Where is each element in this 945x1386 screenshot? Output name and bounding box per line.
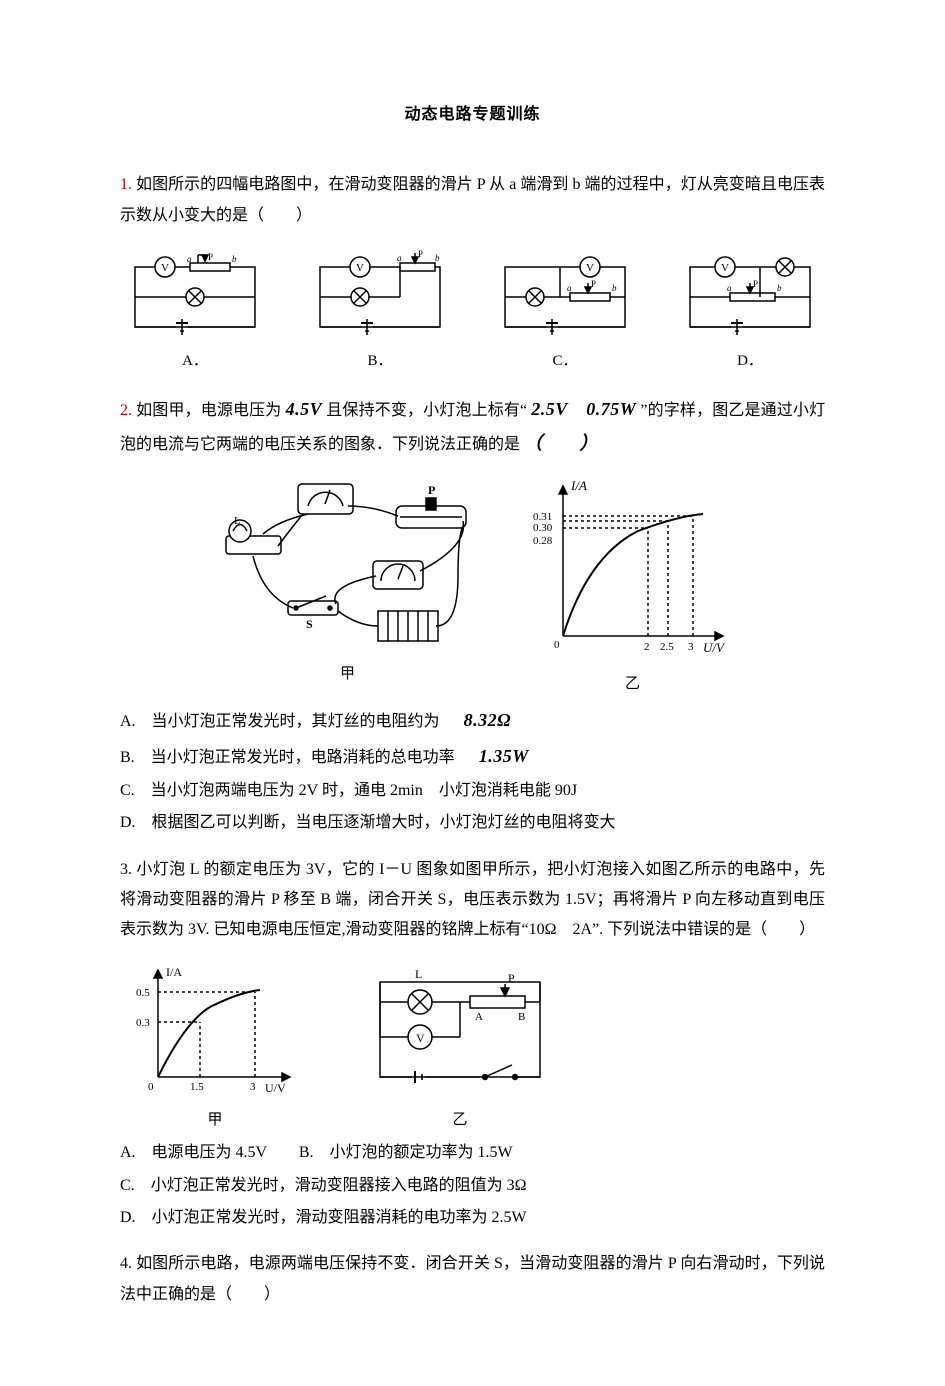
q3-fig-right: L P A B [360, 962, 560, 1135]
q1-text: 1. 如图所示的四幅电路图中，在滑动变阻器的滑片 P 从 a 端滑到 b 端的过… [120, 170, 825, 231]
svg-text:b: b [232, 254, 237, 264]
q2-origin: 0 [554, 639, 560, 651]
q3-xt0: 1.5 [190, 1081, 204, 1093]
svg-text:V: V [721, 262, 729, 274]
q3-opt-d: D. 小灯泡正常发光时，滑动变阻器消耗的电功率为 2.5W [120, 1203, 825, 1233]
q2-options: A. 当小灯泡正常发光时，其灯丝的电阻约为 8.32Ω B. 当小灯泡正常发光时… [120, 703, 825, 839]
q2-cap-right: 乙 [528, 670, 738, 699]
svg-text:P: P [753, 279, 758, 289]
svg-text:b: b [435, 253, 440, 263]
q3-xlabel: U/V [265, 1081, 286, 1095]
q3-fig-left: I/A U/V 0.5 0.3 1.5 3 0 甲 [130, 962, 300, 1135]
q3-opt-c: C. 小灯泡正常发光时，滑动变阻器接入电路的阻值为 3Ω [120, 1171, 825, 1201]
q4-text: 4. 如图所示电路，电源两端电压保持不变．闭合开关 S，当滑动变阻器的滑片 P … [120, 1249, 825, 1310]
q3-optA: A. 电源电压为 4.5V [120, 1144, 267, 1161]
q2-rated-hand: 2.5V 0.75W [531, 399, 636, 419]
q2-yt1: 0.30 [533, 522, 553, 534]
q2-opt-b: B. 当小灯泡正常发光时，电路消耗的总电功率 1.35W [120, 739, 825, 773]
q2-text: 2. 如图甲，电源电压为 4.5V 且保持不变，小灯泡上标有“ 2.5V 0.7… [120, 392, 825, 461]
q3-text: 3. 小灯泡 L 的额定电压为 3V，它的 I－U 图象如图甲所示，把小灯泡接入… [120, 855, 825, 946]
q2-figures: L P S [120, 476, 825, 699]
q2-optB-hand: 1.35W [479, 746, 529, 766]
q3-yt0: 0.5 [136, 987, 150, 999]
q2-num: 2. [120, 402, 132, 419]
q2-opt-a: A. 当小灯泡正常发光时，其灯丝的电阻约为 8.32Ω [120, 703, 825, 737]
q1-num: 1. [120, 176, 132, 193]
q3-cap-right: 乙 [360, 1106, 560, 1135]
q1-dia-a: V a b P [120, 247, 270, 376]
q3-B: B [518, 1011, 525, 1023]
q2-optB-pre: B. 当小灯泡正常发光时，电路消耗的总电功率 [120, 749, 455, 766]
q2-mid1: 且保持不变，小灯泡上标有“ [326, 402, 527, 419]
q2-xlabel: U/V [703, 640, 726, 655]
q2-pre: 如图甲，电源电压为 [136, 402, 281, 419]
svg-text:L: L [234, 515, 241, 527]
q3-xt1: 3 [250, 1081, 256, 1093]
q1-dia-b: V a b P [305, 247, 455, 376]
svg-text:b: b [777, 283, 782, 293]
q1-cap-a: A． [120, 347, 270, 376]
doc-title: 动态电路专题训练 [120, 100, 825, 130]
q2-opt-c: C. 当小灯泡两端电压为 2V 时，通电 2min 小灯泡消耗电能 90J [120, 776, 825, 806]
q2-xt2: 3 [688, 641, 694, 653]
svg-text:a: a [727, 283, 732, 293]
svg-text:a: a [567, 283, 572, 293]
svg-text:b: b [612, 283, 617, 293]
q3-optB: B. 小灯泡的额定功率为 1.5W [299, 1144, 513, 1161]
svg-text:P: P [428, 483, 435, 497]
q1-body: 如图所示的四幅电路图中，在滑动变阻器的滑片 P 从 a 端滑到 b 端的过程中，… [120, 176, 825, 223]
q3-cap-left: 甲 [130, 1106, 300, 1135]
svg-text:P: P [418, 249, 423, 259]
q2-optA-hand: 8.32Ω [464, 710, 511, 730]
q3-figures: I/A U/V 0.5 0.3 1.5 3 0 甲 [130, 962, 825, 1135]
q3-options: A. 电源电压为 4.5V B. 小灯泡的额定功率为 1.5W C. 小灯泡正常… [120, 1138, 825, 1233]
q2-opt-d: D. 根据图乙可以判断，当电压逐渐增大时，小灯泡灯丝的电阻将变大 [120, 808, 825, 838]
q3-A: A [475, 1011, 483, 1023]
q1-dia-d: V a b P [675, 247, 825, 376]
q2-fig-right: I/A U/V 0.31 0.30 0.28 [528, 476, 738, 699]
q1-cap-c: C． [490, 347, 640, 376]
svg-text:P: P [591, 279, 596, 289]
q2-cap-left: 甲 [208, 660, 488, 689]
q3-origin: 0 [148, 1081, 154, 1093]
svg-text:V: V [161, 262, 169, 274]
q3-P: P [508, 971, 515, 985]
page-root: 动态电路专题训练 1. 如图所示的四幅电路图中，在滑动变阻器的滑片 P 从 a … [0, 0, 945, 1386]
q1-cap-d: D． [675, 347, 825, 376]
q3-ylabel: I/A [166, 965, 182, 979]
q3-yt1: 0.3 [136, 1017, 150, 1029]
svg-text:P: P [208, 252, 213, 262]
q2-xt1: 2.5 [660, 641, 674, 653]
q2-optA-pre: A. 当小灯泡正常发光时，其灯丝的电阻约为 [120, 713, 440, 730]
q1-cap-b: B． [305, 347, 455, 376]
q2-ylabel: I/A [570, 478, 587, 493]
svg-text:a: a [397, 253, 402, 263]
svg-text:a: a [187, 254, 192, 264]
q3-V: V [416, 1031, 425, 1045]
q2-yt2: 0.28 [533, 535, 553, 547]
q2-xt0: 2 [644, 641, 650, 653]
q2-v-hand: 4.5V [286, 399, 323, 419]
svg-text:S: S [306, 617, 313, 631]
q3-L: L [415, 967, 422, 981]
q2-paren: （ ） [524, 433, 598, 453]
svg-text:V: V [586, 262, 594, 274]
q1-dia-c: V a b P [490, 247, 640, 376]
q2-fig-left: L P S [208, 476, 488, 689]
q1-diagrams: V a b P [120, 247, 825, 376]
q3-opt-ab: A. 电源电压为 4.5V B. 小灯泡的额定功率为 1.5W [120, 1138, 825, 1168]
svg-text:V: V [356, 262, 364, 274]
